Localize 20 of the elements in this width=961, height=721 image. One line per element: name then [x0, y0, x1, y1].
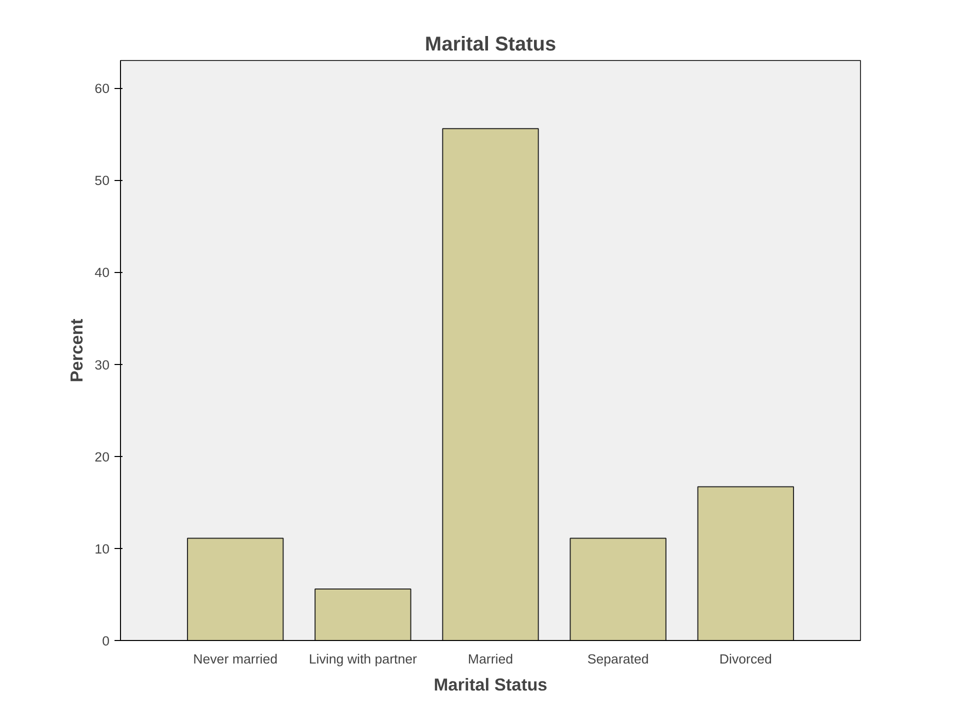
chart-title: Marital Status	[424, 34, 556, 56]
bar	[186, 538, 284, 640]
y-tick-label: 20	[94, 449, 110, 464]
x-tick-label: Living with partner	[308, 652, 418, 666]
x-tick-label: Never married	[193, 652, 278, 666]
x-axis-title: Marital Status	[434, 674, 548, 694]
y-tick-label: 50	[94, 173, 110, 188]
y-tick-label: 60	[94, 81, 110, 96]
bar	[314, 588, 412, 640]
x-tick-label: Married	[468, 652, 514, 666]
y-tick-label: 30	[94, 357, 110, 372]
x-tick-label: Divorced	[719, 652, 772, 666]
y-tick-label: 10	[94, 541, 110, 556]
bar	[697, 486, 794, 640]
y-axis-title: Percent	[66, 318, 87, 382]
x-tick-label: Separated	[587, 652, 649, 666]
y-tick-label: 40	[94, 265, 110, 280]
bar	[442, 128, 539, 640]
y-tick-label: 0	[102, 634, 110, 648]
bar	[570, 538, 666, 640]
